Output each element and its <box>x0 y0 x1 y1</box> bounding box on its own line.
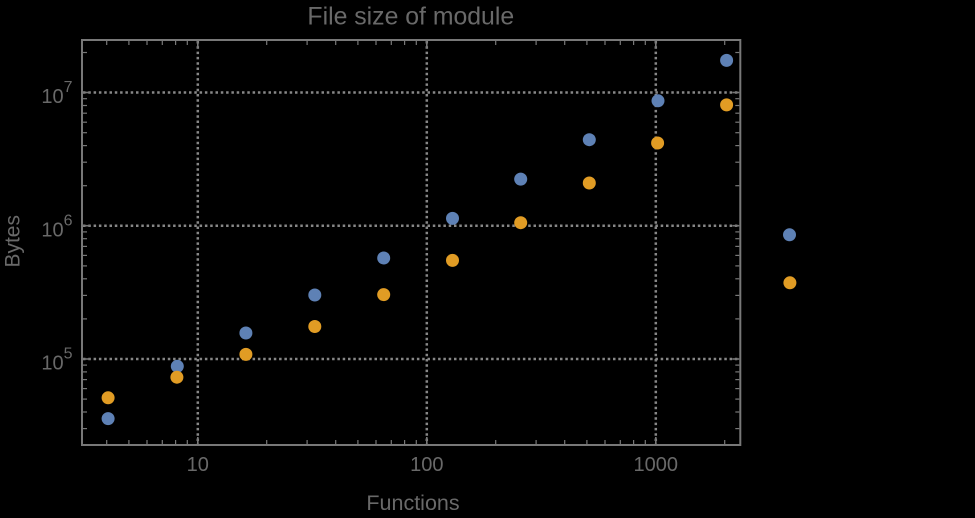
svg-text:10: 10 <box>187 454 209 476</box>
svg-text:100: 100 <box>410 454 443 476</box>
svg-text:Functions: Functions <box>366 491 459 513</box>
svg-text:File size of module: File size of module <box>307 3 514 30</box>
svg-text:1000: 1000 <box>634 454 679 476</box>
svg-text:Bytes: Bytes <box>1 215 24 268</box>
